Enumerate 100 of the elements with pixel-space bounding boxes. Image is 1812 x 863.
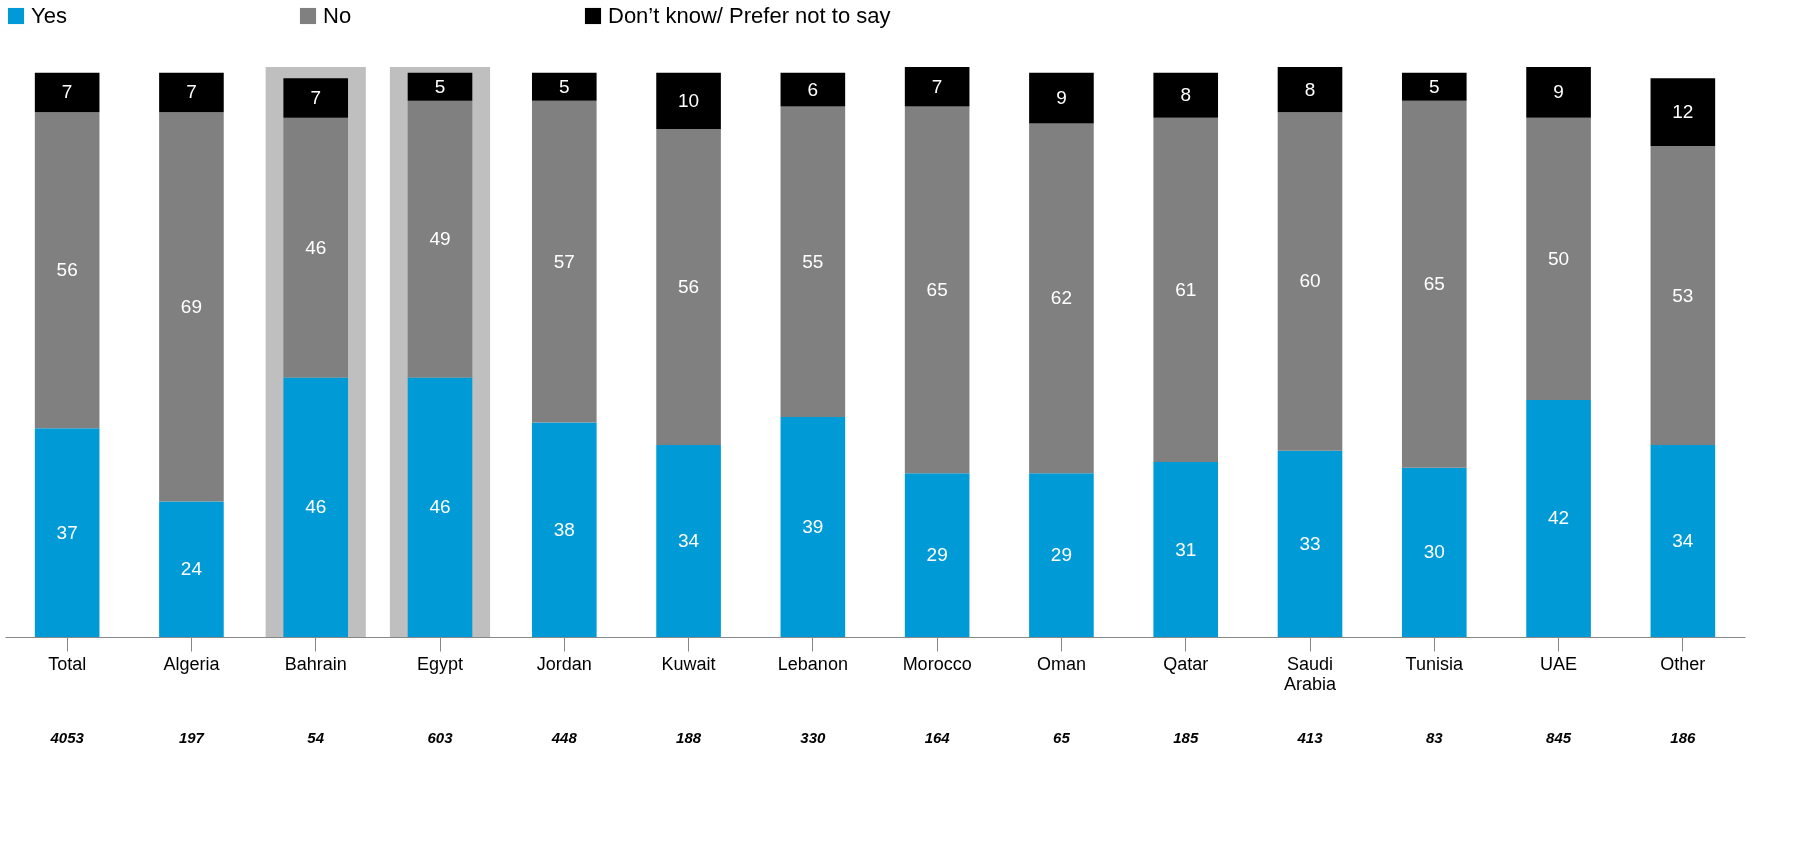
x-tick-label: UAE — [1540, 653, 1578, 674]
x-tick-label: Jordan — [536, 653, 592, 674]
bar — [159, 72, 224, 113]
text: 845 — [1546, 729, 1572, 746]
bar — [1277, 450, 1343, 637]
x-tick-label: Bahrain — [284, 653, 347, 674]
text: 197 — [178, 729, 205, 746]
data-label: 39 — [802, 515, 824, 537]
bar — [34, 112, 100, 429]
data-label: 56 — [56, 259, 78, 281]
data-label: 60 — [1299, 270, 1321, 292]
bar — [1401, 72, 1467, 101]
bar — [1526, 399, 1591, 637]
x-tick-label: Qatar — [1163, 653, 1209, 674]
data-label: 7 — [310, 87, 321, 109]
bar — [1650, 146, 1716, 446]
x-tick-label: Lebanon — [777, 653, 848, 674]
data-label: 8 — [1180, 84, 1191, 106]
text: 65 — [1053, 729, 1071, 746]
data-label: 31 — [1175, 538, 1197, 560]
bar — [531, 422, 597, 637]
data-label: 37 — [56, 521, 78, 543]
data-label: 65 — [1423, 273, 1445, 295]
data-label: 42 — [1548, 507, 1570, 529]
legend-label: No — [323, 3, 352, 28]
data-label: 55 — [802, 250, 824, 272]
data-label: 33 — [1299, 532, 1321, 554]
data-label: 7 — [186, 81, 197, 103]
bar — [1153, 462, 1219, 637]
data-label: 56 — [678, 276, 700, 298]
bar — [34, 428, 100, 637]
x-tick-label: Algeria — [163, 653, 221, 674]
bar — [780, 72, 846, 107]
text: 83 — [1425, 729, 1444, 746]
bar — [1153, 117, 1219, 463]
bar — [1526, 67, 1591, 118]
bar — [904, 106, 970, 474]
bar — [656, 129, 721, 446]
x-tick-label: Tunisia — [1405, 653, 1464, 674]
text: 188 — [676, 729, 702, 746]
data-label: 38 — [553, 518, 575, 540]
bar — [656, 445, 721, 637]
x-tick-label: Morocco — [902, 653, 972, 674]
x-tick-label: Oman — [1036, 653, 1086, 674]
bar — [531, 72, 597, 101]
data-label: 34 — [678, 530, 700, 552]
data-label: 6 — [807, 78, 819, 100]
bar — [1029, 123, 1094, 474]
bar — [283, 117, 349, 378]
data-label: 24 — [180, 558, 203, 580]
text: 54 — [307, 729, 325, 746]
bar — [531, 100, 597, 423]
text: 4053 — [49, 729, 85, 746]
bar — [1029, 72, 1094, 124]
bar — [283, 78, 349, 118]
bar — [1277, 67, 1343, 113]
text: 448 — [550, 729, 578, 746]
bar — [904, 67, 970, 107]
bar — [1650, 445, 1716, 637]
data-label: 9 — [1056, 87, 1067, 109]
bar — [1650, 78, 1716, 147]
bar — [656, 72, 721, 130]
data-label: 29 — [926, 544, 948, 566]
data-label: 65 — [926, 278, 948, 300]
data-label: 69 — [180, 295, 202, 317]
bar — [780, 416, 846, 637]
bar — [1526, 117, 1591, 400]
text: 185 — [1173, 729, 1199, 746]
bar — [1401, 100, 1467, 468]
data-label: 9 — [1553, 81, 1564, 103]
bar — [34, 72, 100, 113]
data-label: 46 — [305, 236, 327, 258]
data-label: 34 — [1672, 530, 1694, 552]
data-label: 49 — [429, 228, 451, 250]
data-label: 46 — [429, 496, 451, 518]
bar — [780, 106, 846, 417]
legend-label: Don’t know/ Prefer not to say — [608, 3, 891, 28]
data-label: 10 — [678, 89, 700, 111]
bar — [407, 377, 473, 637]
bar — [283, 377, 349, 637]
bar — [1153, 72, 1219, 118]
bar — [159, 501, 224, 637]
data-label: 5 — [559, 75, 570, 97]
data-label: 62 — [1050, 287, 1072, 309]
data-label: 61 — [1175, 278, 1197, 300]
text: 413 — [1296, 729, 1324, 746]
bar — [1401, 467, 1467, 637]
data-label: 7 — [931, 75, 943, 97]
data-label: 50 — [1548, 247, 1570, 269]
bar — [904, 473, 970, 637]
x-tick-label: Saudi Arabia — [1283, 653, 1337, 694]
data-label: 46 — [305, 496, 327, 518]
bar — [1029, 473, 1094, 637]
text: 330 — [800, 729, 827, 746]
data-label: 30 — [1423, 541, 1445, 563]
bar — [1277, 112, 1343, 451]
data-label: 53 — [1672, 284, 1694, 306]
x-tick-label: Kuwait — [661, 653, 716, 674]
bar — [159, 112, 224, 502]
bar — [407, 72, 473, 101]
